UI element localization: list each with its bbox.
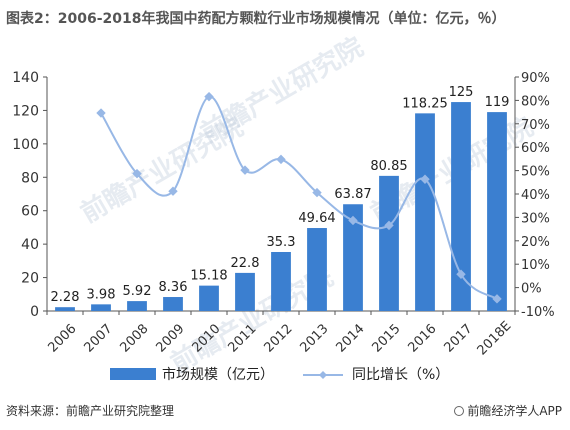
bar-data-label: 49.64 [298,211,335,226]
x-tick-label: 2010 [190,322,224,356]
bar-data-label: 35.3 [267,235,296,250]
y-right-tick-label: 70% [521,118,550,133]
bar-data-label: 125 [449,85,474,100]
y-left-tick-label: 0 [30,304,39,320]
growth-point [204,91,214,102]
bar-data-label: 5.92 [123,284,152,299]
y-left-tick-label: 100 [12,137,39,153]
x-tick-label: 2018E [475,319,515,359]
bar [235,272,255,311]
bar [199,285,219,311]
bar-data-label: 80.85 [370,159,407,174]
legend-line-marker [319,371,327,379]
x-tick-label: 2012 [262,322,296,356]
legend-bar-label: 市场规模（亿元） [162,366,274,383]
y-right-tick-label: -10% [521,305,555,320]
y-left-tick-label: 60 [21,204,39,220]
growth-point [384,220,394,231]
growth-point [96,108,106,118]
x-tick-label: 2009 [154,322,188,356]
bar [487,112,507,311]
growth-point [456,269,466,279]
y-right-tick-label: 10% [521,258,550,273]
bar [307,228,327,311]
y-left-tick-label: 80 [21,170,39,186]
y-left-tick-label: 40 [21,237,39,253]
bar [415,113,435,311]
bar-data-label: 15.18 [190,269,227,284]
bar-data-label: 3.98 [87,287,116,302]
x-tick-label: 2016 [406,322,440,356]
y-left-tick-label: 20 [21,271,39,287]
y-right-tick-label: 40% [521,188,550,203]
growth-point [276,154,286,165]
brand-logo-icon [454,406,465,416]
source-note: 资料来源：前瞻产业研究院整理 [6,404,175,418]
bar-data-label: 118.25 [402,96,448,111]
growth-point [168,186,178,196]
y-right-tick-label: 50% [521,165,550,180]
legend-bar-swatch [110,368,156,380]
x-tick-label: 2007 [82,322,116,356]
brand-label: 前瞻经济学人APP [467,404,562,418]
bar-data-label: 22.8 [231,256,260,271]
y-left-tick-label: 140 [12,70,39,86]
x-tick-label: 2013 [298,322,332,356]
y-right-tick-label: 60% [521,141,550,156]
growth-point [492,294,502,304]
bar [451,102,471,311]
bar [163,297,183,311]
bar [379,175,399,311]
x-tick-label: 2011 [226,322,260,356]
growth-point [348,215,358,226]
bar-data-label: 63.87 [334,187,371,202]
x-tick-label: 2014 [334,322,368,356]
y-right-tick-label: 30% [521,211,550,226]
growth-point [312,187,322,198]
bar [343,204,363,311]
x-tick-label: 2015 [370,322,404,356]
x-tick-label: 2006 [46,322,80,356]
growth-line [100,95,498,300]
y-left-tick-label: 120 [12,103,39,119]
bar-data-label: 119 [485,95,510,110]
bar-data-label: 2.28 [51,290,80,305]
bar [127,301,147,311]
chart-title: 图表2：2006-2018年我国中药配方颗粒行业市场规模情况（单位：亿元，％） [6,11,506,27]
bar [91,304,111,311]
y-right-tick-label: 0% [521,282,542,297]
bar-data-label: 8.36 [159,280,188,295]
legend-line-label: 同比增长（%） [352,367,449,383]
bar [55,307,75,311]
bar [271,251,291,311]
y-right-tick-label: 90% [521,71,550,86]
growth-point [132,168,142,179]
x-tick-label: 2017 [442,322,476,356]
x-tick-label: 2008 [118,322,152,356]
growth-point [240,165,250,175]
y-right-tick-label: 20% [521,235,550,250]
growth-point [420,174,430,184]
y-right-tick-label: 80% [521,94,550,109]
brand-credit: 前瞻经济学人APP [454,402,562,419]
